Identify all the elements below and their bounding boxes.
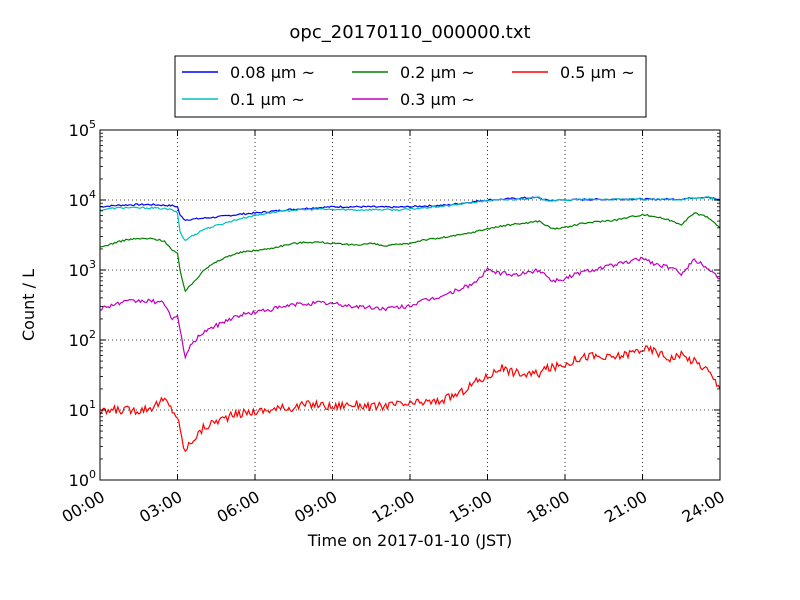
- legend-label: 0.5 μm ~: [560, 63, 635, 82]
- legend: 0.08 μm ~ 0.1 μm ~ 0.2 μm ~ 0.3 μm ~ 0.5 μm …: [174, 55, 647, 118]
- y-tick-label: 102: [69, 328, 96, 350]
- legend-box: [174, 55, 647, 118]
- legend-label: 0.2 μm ~: [400, 63, 475, 82]
- y-tick-label: 105: [69, 118, 96, 140]
- legend-label: 0.3 μm ~: [400, 90, 475, 109]
- y-tick-label: 103: [69, 258, 96, 280]
- grid: [100, 130, 720, 480]
- legend-label: 0.08 μm ~: [230, 63, 315, 82]
- series-line: [100, 212, 720, 293]
- y-tick-label: 100: [69, 468, 96, 490]
- series-lines: [100, 196, 720, 453]
- axis-ticks: [99, 129, 721, 481]
- y-tick-label: 101: [69, 398, 96, 420]
- series-line: [100, 344, 720, 453]
- y-axis-label: Count / L: [19, 269, 38, 341]
- series-line: [100, 196, 720, 242]
- chart-title: opc_20170110_000000.txt: [289, 22, 530, 43]
- series-line: [100, 256, 720, 360]
- x-axis-label: Time on 2017-01-10 (JST): [307, 531, 512, 550]
- y-tick-labels: 100 101 102 103 104 105: [69, 118, 96, 490]
- legend-label: 0.1 μm ~: [230, 90, 305, 109]
- y-tick-label: 104: [69, 188, 96, 210]
